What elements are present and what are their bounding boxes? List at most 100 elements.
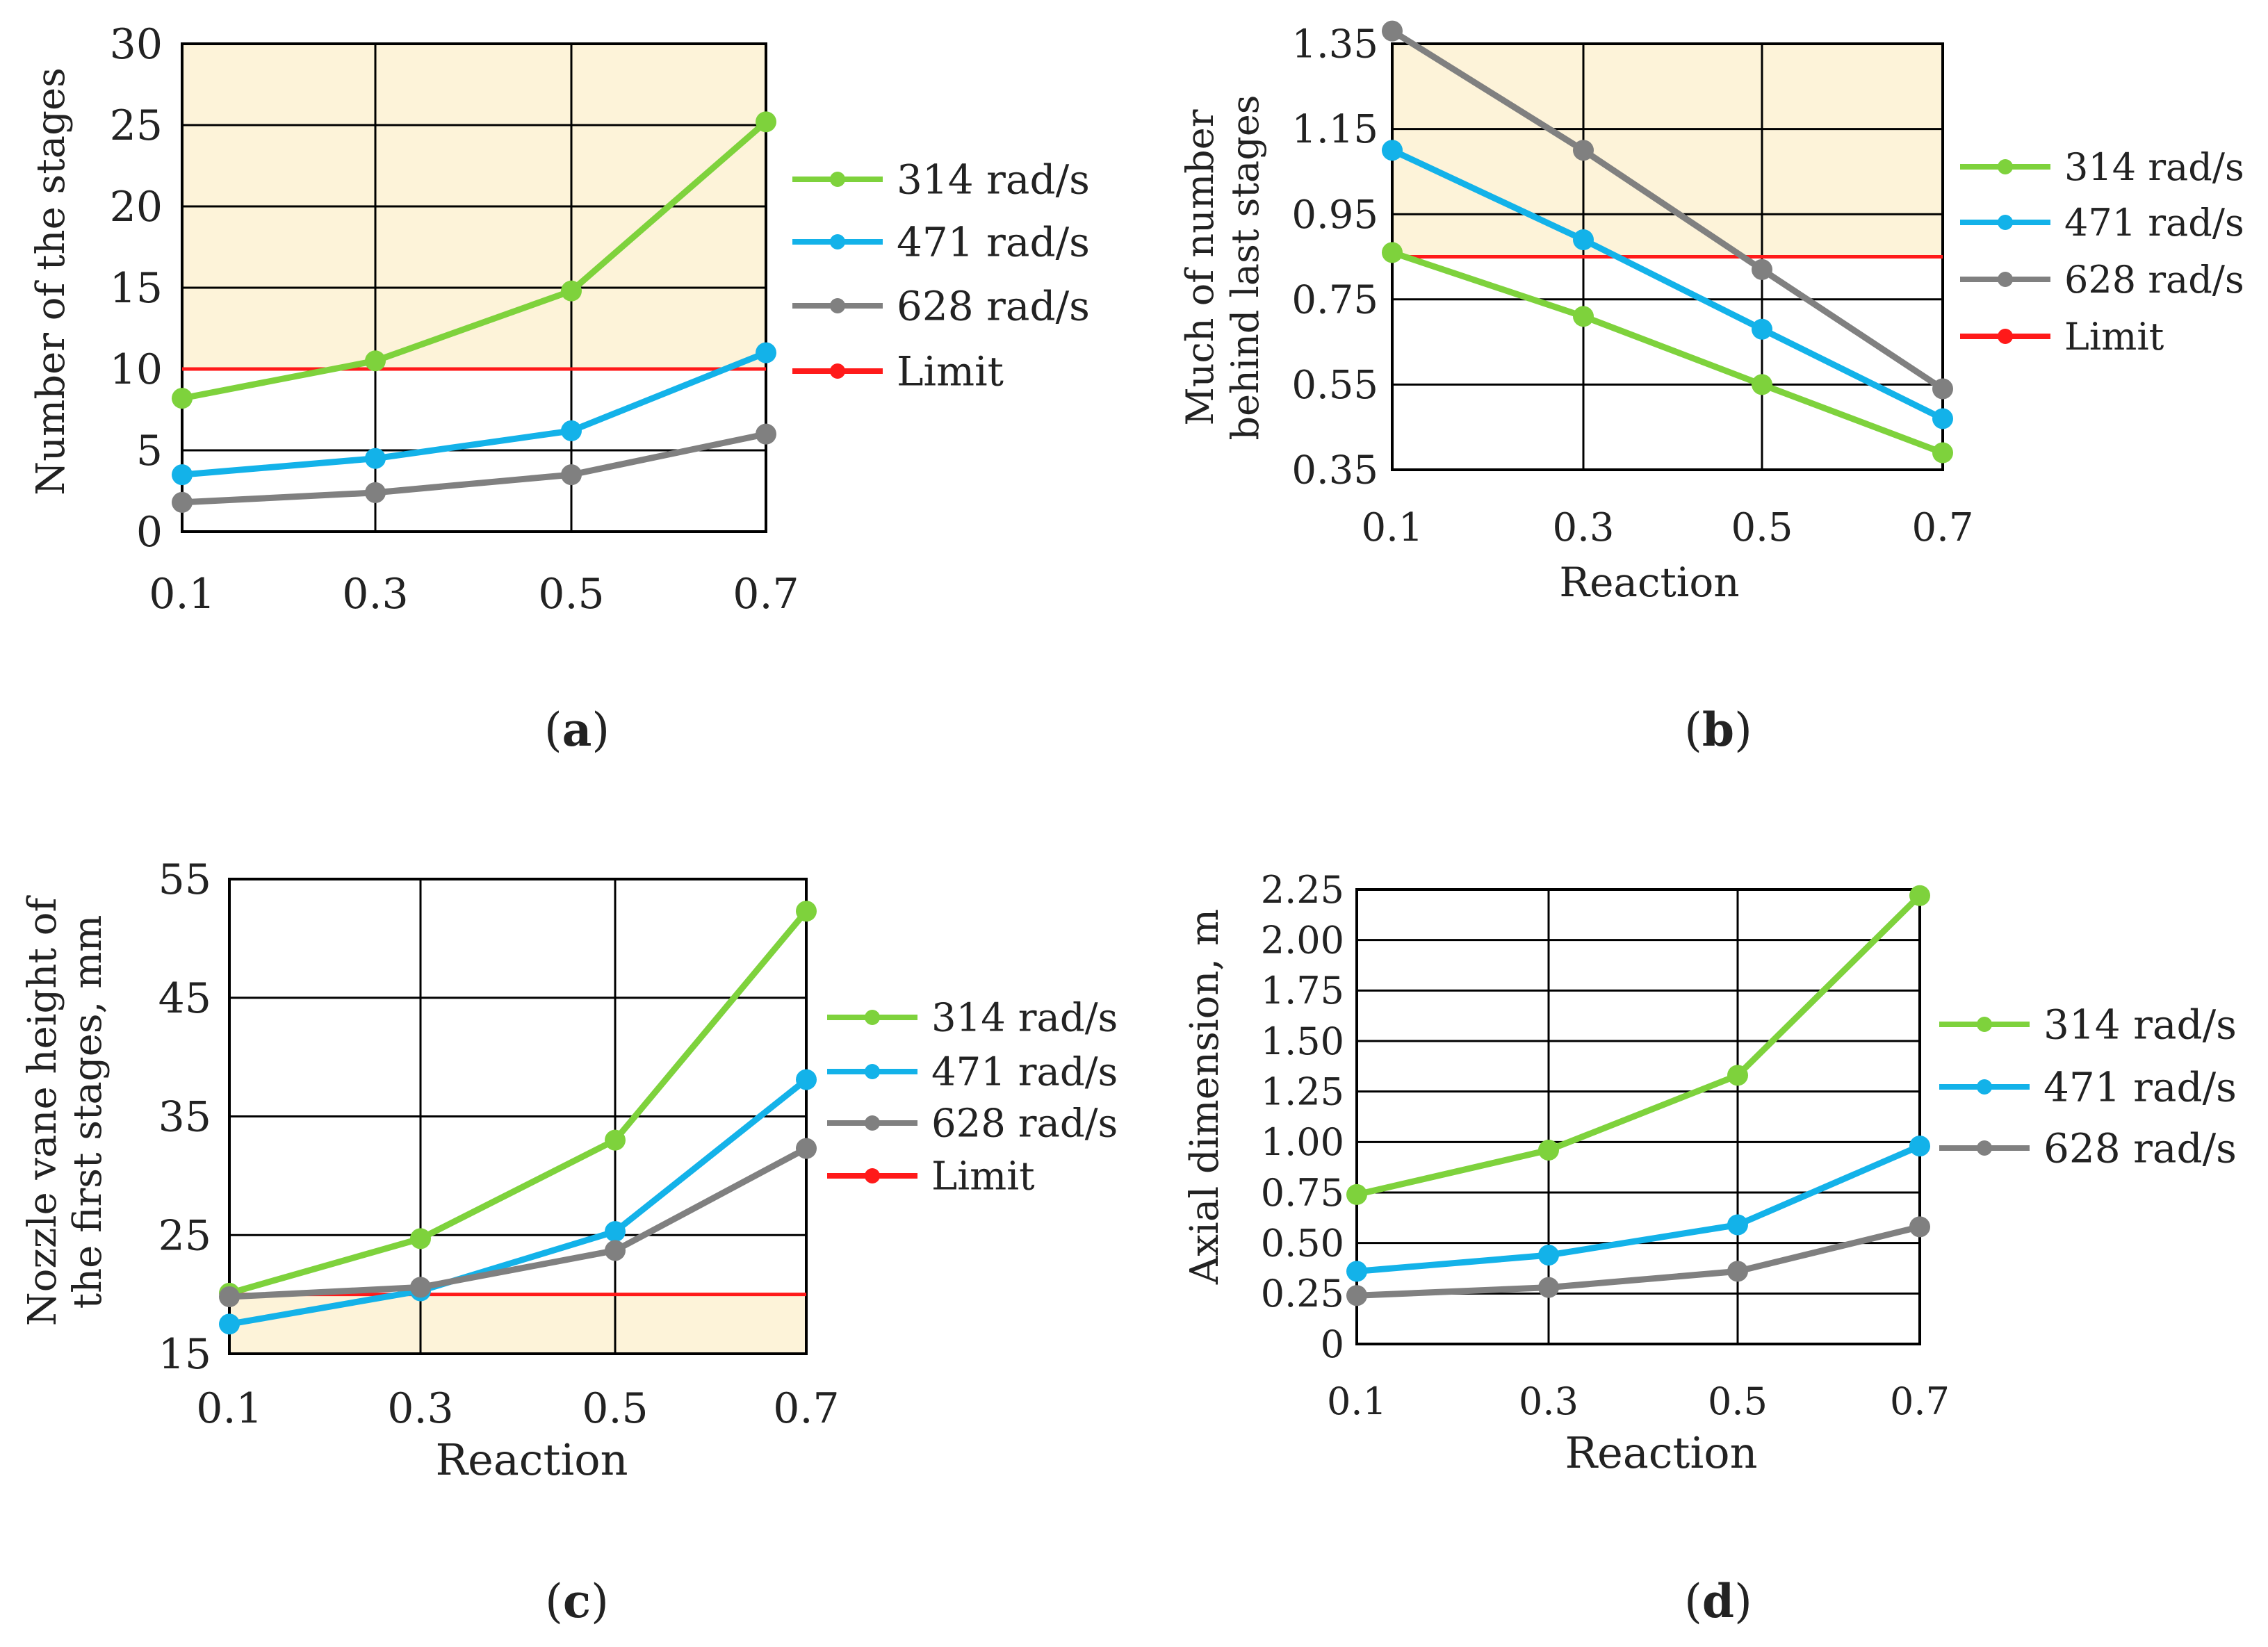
- legend-label-471-d: 471 rad/s: [2043, 1063, 2237, 1111]
- y-axis-label-d: Axial dimension, m: [1182, 909, 1227, 1285]
- series-line-471-c: [229, 1077, 808, 1327]
- y-tick-label-b: 0.95: [1291, 192, 1378, 238]
- x-tick-label-d: 0.1: [1327, 1379, 1387, 1423]
- y-tick-label-a: 15: [110, 264, 163, 313]
- y-tick-label-a: 5: [136, 427, 163, 475]
- series-line-628-c: [229, 1145, 808, 1300]
- data-point-314-d: [1909, 885, 1930, 906]
- data-point-628-b: [1382, 20, 1403, 42]
- legend-marker-471-c: [865, 1064, 880, 1079]
- legend-label-314-c: 314 rad/s: [931, 996, 1118, 1041]
- y-axis-label-b-line1: Much of number: [1178, 109, 1222, 425]
- legend-label-471-a: 471 rad/s: [897, 218, 1090, 265]
- data-point-628-d: [1727, 1261, 1748, 1282]
- legend-marker-314-c: [865, 1010, 880, 1025]
- y-tick-label-d: 2.25: [1261, 868, 1344, 912]
- data-point-471-d: [1909, 1136, 1930, 1157]
- x-axis-label-d: Reaction: [1565, 1427, 1757, 1478]
- data-point-471-a: [365, 448, 386, 469]
- legend-marker-471-d: [1977, 1079, 1992, 1095]
- legend-label-471-b: 471 rad/s: [2064, 201, 2244, 245]
- panel-label-a: (a): [544, 703, 610, 757]
- legend-label-628-c: 628 rad/s: [931, 1101, 1118, 1147]
- series-line-314-b: [1391, 249, 1944, 456]
- chart-panel-a: 0 5 10 15 20 25 30 0.1 0.3 0.5 0.7 314 rad/s 471 ra…: [28, 20, 1090, 757]
- y-tick-label-b: 1.15: [1291, 107, 1378, 152]
- y-tick-label-b: 0.75: [1291, 277, 1378, 322]
- series-line-471-b: [1391, 147, 1944, 422]
- data-point-628-c: [219, 1286, 240, 1308]
- x-axis-label-b: Reaction: [1559, 559, 1739, 606]
- data-point-471-b: [1382, 140, 1403, 161]
- legend-marker-628-c: [865, 1115, 880, 1131]
- data-point-628-b: [1932, 378, 1953, 400]
- data-point-314-a: [172, 388, 193, 409]
- series-line-471-d: [1356, 1143, 1921, 1275]
- chart-panel-b: 0.35 0.55 0.75 0.95 1.15 1.35 0.1 0.3 0.5 0.7 314…: [1178, 20, 2244, 757]
- legend-marker-471-a: [830, 234, 845, 249]
- x-tick-label-d: 0.7: [1890, 1379, 1950, 1423]
- legend-label-limit-c: Limit: [931, 1154, 1035, 1199]
- data-point-314-c: [605, 1129, 626, 1151]
- series-line-628-a: [181, 431, 767, 506]
- y-tick-label-c: 35: [158, 1093, 211, 1142]
- data-point-314-a: [365, 350, 386, 372]
- legend-label-limit-a: Limit: [897, 347, 1004, 395]
- y-axis-label-a: Number of the stages: [28, 67, 74, 495]
- data-point-628-c: [796, 1138, 817, 1159]
- data-point-628-b: [1752, 259, 1772, 280]
- y-tick-label-a: 20: [110, 183, 163, 231]
- panel-label-c: (c): [545, 1574, 609, 1628]
- plot-area-c: 15 25 35 45 55 0.1 0.3 0.5 0.7: [158, 855, 840, 1433]
- y-tick-label-d: 0.75: [1261, 1171, 1344, 1215]
- data-point-471-c: [796, 1069, 817, 1090]
- panel-label-d: (d): [1684, 1574, 1752, 1628]
- data-point-628-c: [605, 1240, 626, 1261]
- y-tick-label-a: 25: [110, 101, 163, 150]
- x-tick-label-a: 0.5: [538, 570, 604, 618]
- data-point-314-b: [1573, 306, 1594, 327]
- series-line-314-d: [1355, 893, 1923, 1198]
- y-tick-label-d: 0: [1321, 1322, 1344, 1366]
- legend-marker-314-d: [1977, 1017, 1992, 1032]
- data-point-471-d: [1538, 1245, 1559, 1266]
- legend-label-314-d: 314 rad/s: [2043, 1001, 2237, 1048]
- panel-letter-c: c: [563, 1574, 591, 1628]
- legend-c: 314 rad/s 471 rad/s 628 rad/s Limit: [827, 996, 1118, 1199]
- y-tick-label-a: 30: [110, 20, 163, 69]
- data-point-628-a: [756, 423, 776, 445]
- panel-label-b: (b): [1684, 703, 1752, 757]
- x-tick-label-a: 0.7: [733, 570, 799, 618]
- data-point-471-b: [1573, 229, 1594, 250]
- y-tick-label-d: 2.00: [1261, 919, 1344, 962]
- plot-frame-d: [1355, 888, 1921, 1345]
- y-tick-label-b: 0.55: [1291, 363, 1378, 408]
- data-point-314-b: [1752, 374, 1772, 395]
- data-point-471-d: [1346, 1261, 1367, 1282]
- data-point-628-a: [561, 464, 582, 486]
- x-tick-label-b: 0.5: [1731, 505, 1793, 550]
- plot-frame-c: [228, 878, 808, 1355]
- y-axis-label-c-line2: the first stages, mm: [65, 915, 111, 1309]
- x-tick-label-b: 0.1: [1361, 505, 1423, 550]
- y-tick-label-d: 1.50: [1261, 1019, 1344, 1063]
- y-tick-label-d: 1.75: [1261, 969, 1344, 1013]
- data-point-471-b: [1932, 408, 1953, 429]
- y-tick-label-c: 15: [158, 1330, 211, 1379]
- data-point-314-d: [1346, 1183, 1367, 1205]
- legend-marker-314-a: [830, 172, 845, 187]
- x-tick-label-c: 0.7: [773, 1384, 839, 1433]
- y-tick-label-b: 0.35: [1291, 448, 1378, 493]
- data-point-314-a: [756, 111, 776, 133]
- data-point-314-d: [1727, 1065, 1748, 1086]
- data-point-471-c: [219, 1313, 240, 1335]
- y-tick-label-d: 0.50: [1261, 1222, 1344, 1265]
- x-tick-label-c: 0.5: [582, 1384, 648, 1433]
- legend-d: 314 rad/s 471 rad/s 628 rad/s: [1939, 1001, 2237, 1172]
- data-point-314-d: [1538, 1139, 1559, 1161]
- data-point-628-b: [1573, 140, 1594, 161]
- x-tick-label-b: 0.3: [1552, 505, 1614, 550]
- data-point-471-d: [1727, 1214, 1748, 1236]
- data-point-628-d: [1538, 1277, 1559, 1298]
